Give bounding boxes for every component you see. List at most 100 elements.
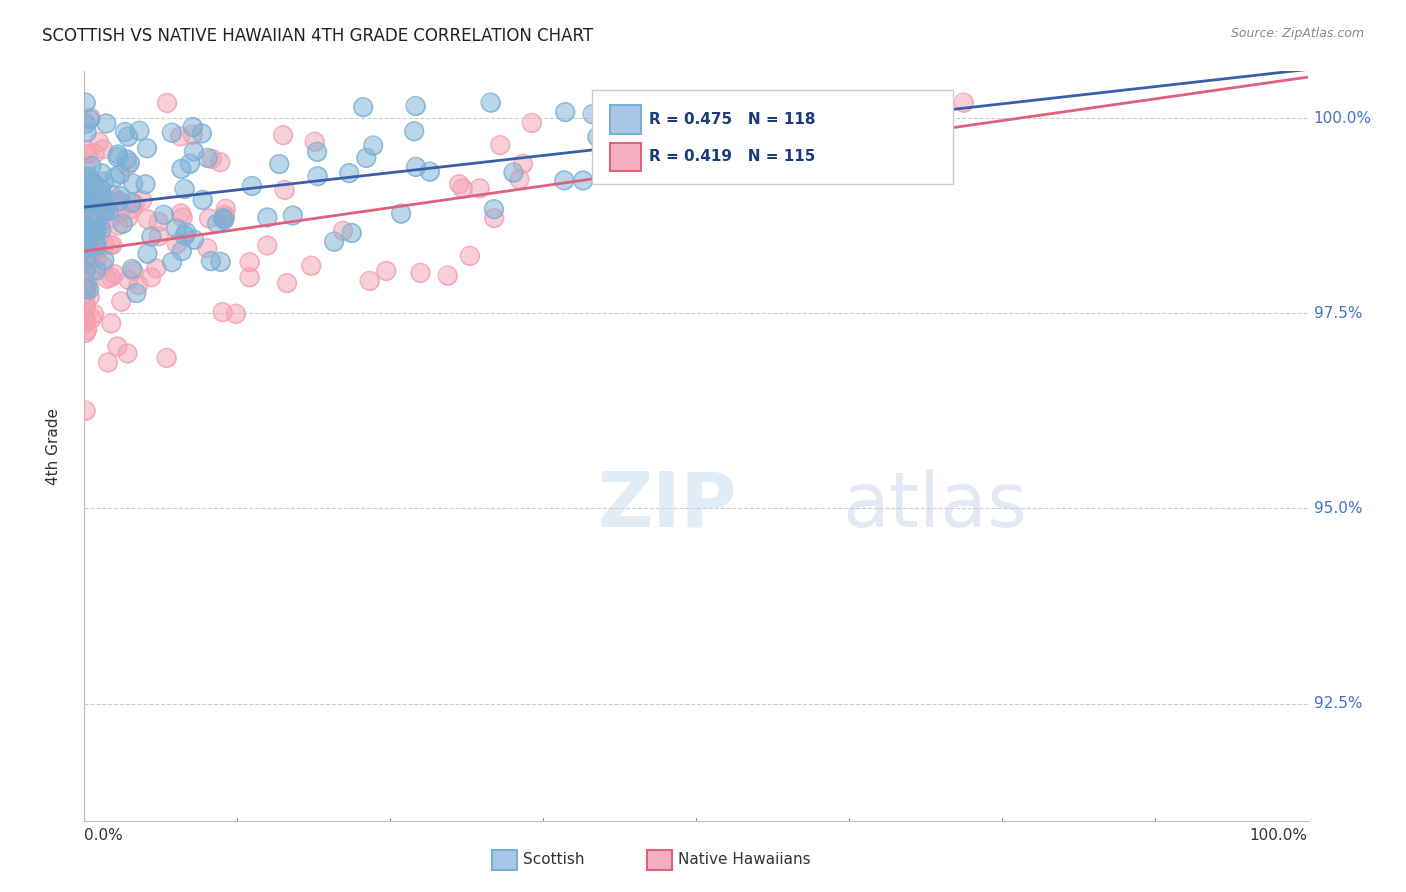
Point	[75, 260, 97, 275]
Point	[121, 195, 143, 210]
Point	[174, 226, 197, 240]
Point	[508, 172, 530, 186]
Point	[87, 135, 110, 149]
Point	[75, 171, 97, 186]
Text: 0.0%: 0.0%	[84, 828, 124, 843]
Point	[75, 264, 97, 278]
Point	[79, 250, 101, 264]
Point	[191, 193, 214, 207]
Point	[276, 276, 298, 290]
Point	[75, 228, 97, 243]
Point	[83, 222, 105, 236]
Point	[76, 228, 98, 243]
Point	[75, 95, 97, 110]
Point	[114, 125, 136, 139]
Point	[121, 195, 143, 210]
Point	[84, 218, 107, 232]
Point	[359, 274, 381, 288]
Point	[122, 264, 145, 278]
Point	[214, 208, 236, 222]
Point	[201, 152, 224, 166]
Point	[554, 105, 576, 120]
Point	[127, 278, 149, 293]
Point	[170, 206, 193, 220]
Point	[173, 182, 195, 196]
Point	[141, 229, 163, 244]
Point	[75, 186, 97, 201]
Point	[122, 177, 145, 191]
FancyBboxPatch shape	[610, 143, 641, 171]
Point	[166, 221, 188, 235]
Point	[79, 111, 101, 125]
Point	[117, 346, 139, 360]
Point	[160, 255, 183, 269]
Point	[200, 254, 222, 268]
Point	[84, 219, 107, 233]
Point	[79, 290, 101, 304]
Point	[77, 195, 100, 210]
Point	[117, 211, 139, 225]
Point	[75, 195, 97, 210]
Point	[304, 135, 326, 149]
Point	[75, 202, 97, 217]
Point	[148, 229, 170, 244]
Point	[512, 157, 534, 171]
Point	[553, 173, 575, 187]
Point	[197, 151, 219, 165]
Point	[100, 211, 122, 225]
Point	[484, 211, 506, 226]
Point	[75, 221, 97, 235]
Point	[256, 211, 278, 225]
Point	[103, 267, 125, 281]
Point	[124, 196, 146, 211]
Point	[141, 270, 163, 285]
Point	[307, 145, 329, 159]
Point	[75, 252, 97, 266]
Point	[160, 126, 183, 140]
Point	[121, 262, 143, 277]
Point	[307, 169, 329, 184]
Point	[83, 222, 105, 236]
Point	[361, 138, 384, 153]
Point	[83, 146, 105, 161]
Text: SCOTTISH VS NATIVE HAWAIIAN 4TH GRADE CORRELATION CHART: SCOTTISH VS NATIVE HAWAIIAN 4TH GRADE CO…	[42, 27, 593, 45]
Point	[93, 197, 115, 211]
Point	[405, 160, 427, 174]
Point	[75, 311, 97, 326]
Text: 100.0%: 100.0%	[1250, 828, 1308, 843]
Point	[191, 193, 214, 207]
Point	[75, 117, 97, 131]
Text: Source: ZipAtlas.com: Source: ZipAtlas.com	[1230, 27, 1364, 40]
Point	[75, 313, 97, 327]
Point	[170, 161, 193, 176]
Point	[276, 276, 298, 290]
Point	[77, 147, 100, 161]
Point	[181, 120, 204, 134]
Point	[75, 228, 97, 243]
Point	[581, 107, 603, 121]
Point	[76, 322, 98, 336]
Point	[75, 232, 97, 246]
Point	[107, 150, 129, 164]
Point	[75, 278, 97, 293]
Text: R = 0.419   N = 115: R = 0.419 N = 115	[650, 149, 815, 164]
Point	[76, 125, 98, 139]
Point	[148, 215, 170, 229]
Point	[173, 228, 195, 243]
Point	[83, 307, 105, 321]
Point	[586, 129, 609, 144]
Point	[405, 99, 427, 113]
Point	[83, 146, 105, 161]
Point	[489, 138, 512, 153]
Text: atlas: atlas	[842, 469, 1028, 543]
Point	[75, 161, 97, 176]
Point	[170, 161, 193, 176]
Point	[75, 316, 97, 330]
Point	[90, 222, 112, 236]
Point	[75, 244, 97, 259]
Point	[80, 311, 103, 326]
Point	[80, 212, 103, 227]
Point	[91, 259, 114, 273]
Point	[97, 203, 120, 218]
Point	[77, 195, 100, 210]
